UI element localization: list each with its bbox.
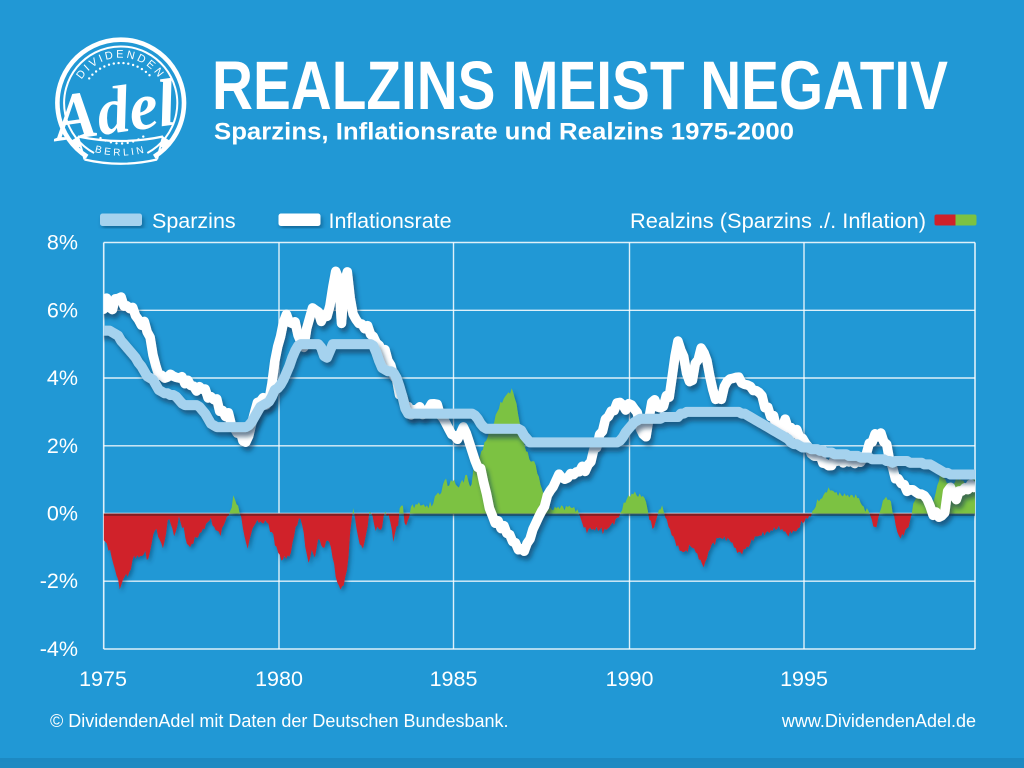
svg-text:1995: 1995: [780, 667, 828, 691]
svg-text:4%: 4%: [47, 366, 78, 390]
svg-text:6%: 6%: [47, 298, 78, 322]
svg-text:1990: 1990: [606, 667, 654, 691]
svg-text:Sparzins: Sparzins: [152, 209, 236, 233]
svg-text:www.DividendenAdel.de: www.DividendenAdel.de: [781, 711, 976, 731]
svg-text:1980: 1980: [255, 667, 303, 691]
svg-text:Inflationsrate: Inflationsrate: [329, 209, 452, 233]
svg-text:Sparzins, Inflationsrate und R: Sparzins, Inflationsrate und Realzins 19…: [214, 119, 794, 146]
svg-text:© DividendenAdel mit Daten der: © DividendenAdel mit Daten der Deutschen…: [50, 711, 509, 731]
svg-text:REALZINS MEIST NEGATIV: REALZINS MEIST NEGATIV: [212, 47, 948, 124]
svg-text:2%: 2%: [47, 434, 78, 458]
svg-text:1975: 1975: [79, 667, 127, 691]
svg-text:1985: 1985: [430, 667, 478, 691]
svg-text:-2%: -2%: [40, 569, 78, 593]
svg-text:-4%: -4%: [40, 637, 78, 661]
svg-text:Realzins (Sparzins ./. Inflati: Realzins (Sparzins ./. Inflation): [630, 209, 926, 233]
svg-text:8%: 8%: [47, 231, 78, 255]
svg-text:0%: 0%: [47, 502, 78, 526]
svg-text:BERLIN: BERLIN: [94, 144, 148, 158]
